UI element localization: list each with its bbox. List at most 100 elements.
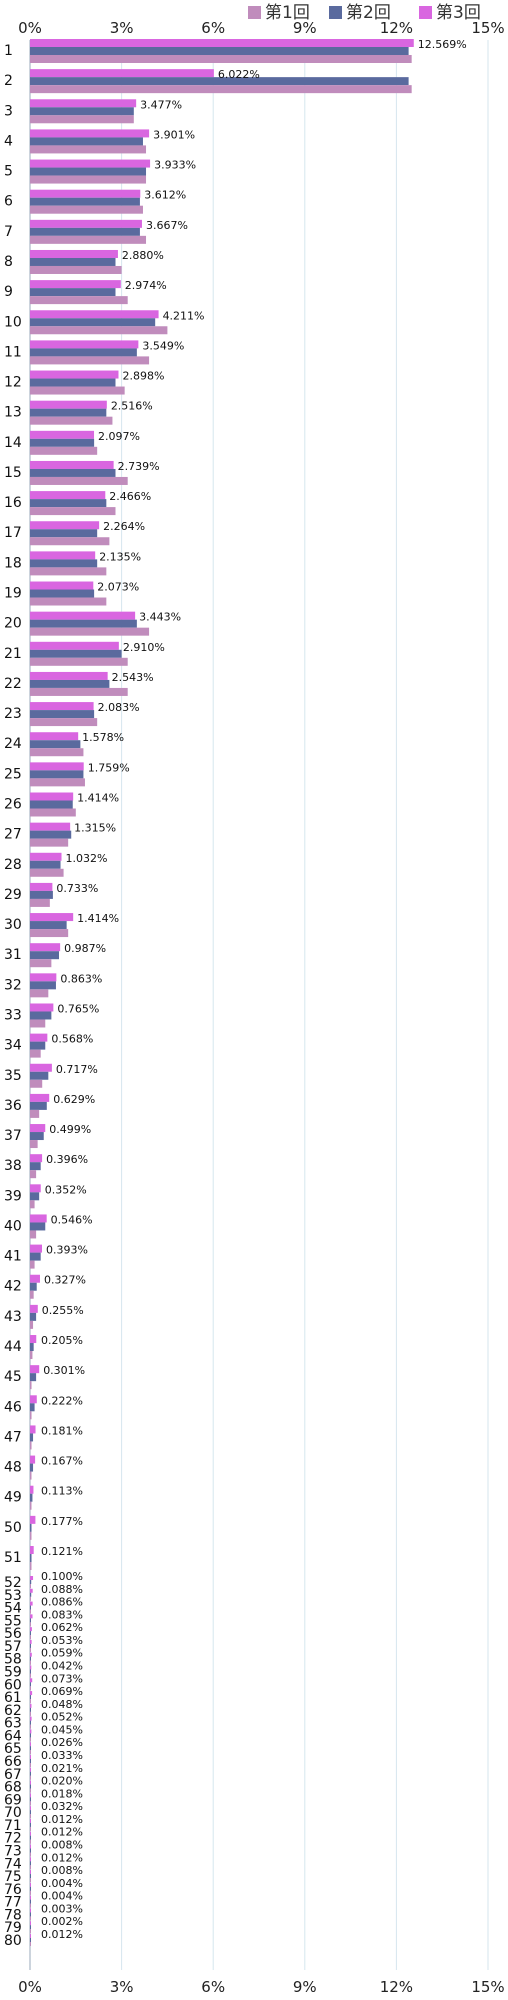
bar <box>30 1170 37 1179</box>
category-label: 23 <box>4 706 22 722</box>
bar <box>30 1759 31 1763</box>
legend: 第1回 第2回 第3回 <box>248 3 481 23</box>
data-label: 4.211% <box>163 309 205 322</box>
data-label: 0.765% <box>57 1002 99 1015</box>
category-label: 78 <box>4 1907 22 1923</box>
bar <box>30 838 69 847</box>
category-label: 65 <box>4 1741 22 1757</box>
bar <box>30 1580 32 1584</box>
x-tick-label: 0% <box>18 19 42 37</box>
bar <box>30 468 116 477</box>
bar <box>30 529 98 538</box>
x-tick-label: 3% <box>110 1978 134 1996</box>
category-label: 7 <box>4 224 13 240</box>
category-label: 37 <box>4 1128 22 1144</box>
bar <box>30 1814 31 1819</box>
bar <box>30 1797 31 1802</box>
x-tick-label: 9% <box>293 19 317 37</box>
bar <box>30 1861 31 1866</box>
bar <box>30 408 107 417</box>
bar <box>30 679 110 688</box>
bar <box>30 852 62 861</box>
category-label: 34 <box>4 1038 22 1054</box>
category-label: 42 <box>4 1279 22 1295</box>
bar <box>30 1767 31 1772</box>
bar <box>30 822 71 831</box>
data-label: 0.073% <box>41 1672 83 1685</box>
bar <box>30 1874 31 1879</box>
category-label: 8 <box>4 254 13 270</box>
bar <box>30 85 412 94</box>
bar <box>30 227 140 236</box>
data-label: 3.901% <box>153 128 195 141</box>
data-label: 0.352% <box>45 1183 87 1196</box>
category-label: 46 <box>4 1399 22 1415</box>
bar <box>30 702 94 711</box>
category-label: 45 <box>4 1369 22 1385</box>
data-label: 0.004% <box>41 1877 83 1890</box>
data-label: 0.181% <box>41 1424 83 1437</box>
data-label: 0.021% <box>41 1762 83 1775</box>
data-label: 2.898% <box>122 370 164 383</box>
bar <box>30 1493 33 1502</box>
bar <box>30 1810 31 1815</box>
category-label: 1 <box>4 43 13 59</box>
bar <box>30 1890 31 1895</box>
category-labels: 1234567891011121314151617181920212223242… <box>4 43 22 1949</box>
data-label: 0.008% <box>41 1864 83 1877</box>
bar <box>30 1485 34 1494</box>
bar <box>30 1381 32 1390</box>
bar <box>30 641 119 650</box>
bar <box>30 671 108 680</box>
bar <box>30 1660 31 1665</box>
bar <box>30 1093 50 1102</box>
bar <box>30 778 85 787</box>
bar <box>30 1584 31 1588</box>
category-label: 64 <box>4 1728 22 1744</box>
data-label: 2.466% <box>109 490 151 503</box>
bar <box>30 732 79 741</box>
category-label: 39 <box>4 1188 22 1204</box>
bar <box>30 1775 31 1780</box>
bar <box>30 943 61 952</box>
data-label: 3.667% <box>146 219 188 232</box>
bar <box>30 1746 31 1751</box>
bar <box>30 1886 31 1891</box>
bar <box>30 1929 31 1934</box>
bar <box>30 1252 41 1261</box>
bar <box>30 1425 36 1434</box>
category-label: 74 <box>4 1856 22 1872</box>
bar <box>30 1614 33 1619</box>
bar <box>30 868 64 877</box>
bar <box>30 1411 32 1420</box>
category-label: 62 <box>4 1703 22 1719</box>
bar <box>30 1729 32 1734</box>
bar <box>30 1801 31 1806</box>
data-label: 0.113% <box>41 1485 83 1498</box>
x-tick-label: 15% <box>471 19 504 37</box>
category-label: 11 <box>4 344 22 360</box>
bar <box>30 167 147 176</box>
bar <box>30 1707 31 1712</box>
bar <box>30 1033 48 1042</box>
bar <box>30 1755 32 1759</box>
bar <box>30 1351 33 1360</box>
data-label: 3.612% <box>144 189 186 202</box>
bar <box>30 1605 31 1610</box>
bar <box>30 710 95 719</box>
bar <box>30 1934 31 1938</box>
bar <box>30 438 95 447</box>
data-label: 2.083% <box>98 701 140 714</box>
bar <box>30 476 128 485</box>
bar <box>30 1441 32 1450</box>
category-label: 55 <box>4 1613 22 1629</box>
bar <box>30 1716 32 1721</box>
bar <box>30 340 139 349</box>
category-label: 16 <box>4 495 22 511</box>
category-label: 58 <box>4 1652 22 1668</box>
bar <box>30 1742 31 1747</box>
bar <box>30 296 128 305</box>
data-label: 2.880% <box>122 249 164 262</box>
x-tick-label: 9% <box>293 1978 317 1996</box>
